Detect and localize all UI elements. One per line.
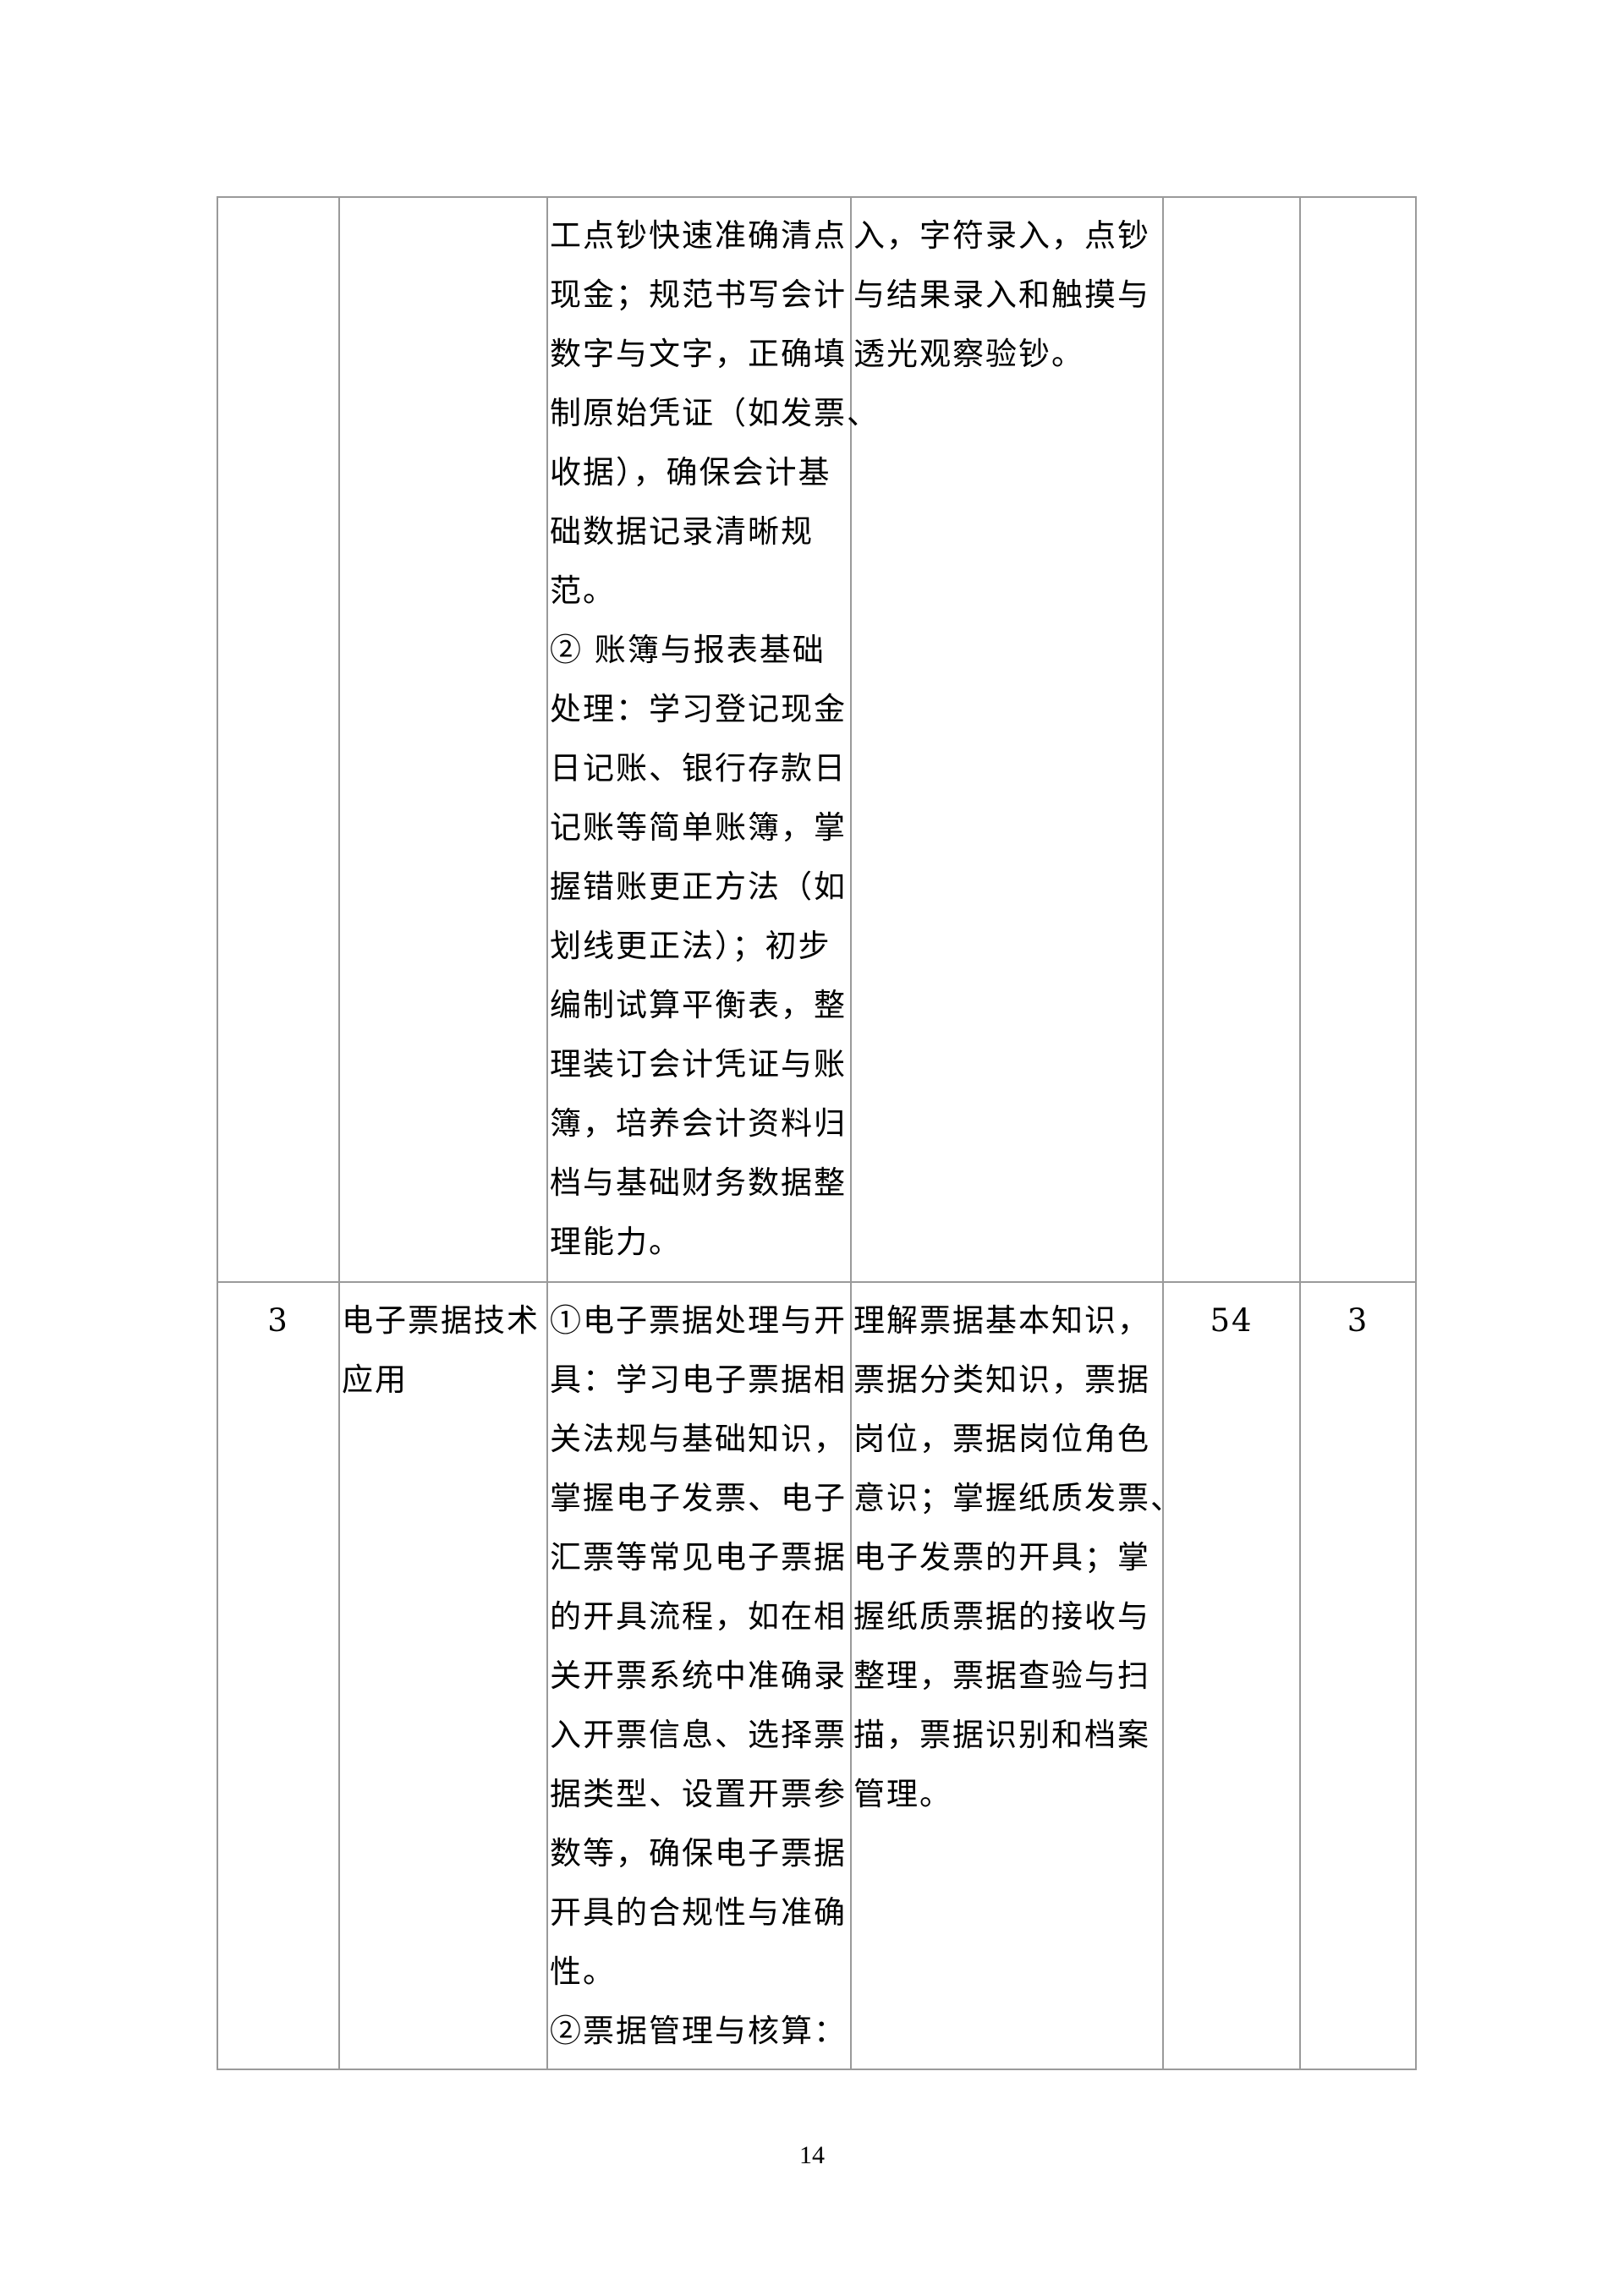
text-line: 档与基础财务数据整: [550, 1164, 847, 1201]
text-line: 日记账、银行存款日: [550, 750, 847, 786]
text-line: 的开具流程，如在相: [550, 1598, 847, 1635]
text-line: 票据分类知识，票据: [853, 1362, 1150, 1398]
text-line: 岗位，票据岗位角色: [853, 1421, 1150, 1457]
table-cell-course: 电子票据技术 应用: [342, 1291, 540, 1410]
col-border: [338, 196, 340, 2070]
text-line: 据类型、设置开票参: [550, 1776, 847, 1812]
text-line: 划线更正法）；初步: [550, 928, 831, 964]
text-line: ②票据管理与核算：: [550, 2013, 847, 2049]
col-border: [546, 196, 548, 2070]
text-line: 础数据记录清晰规: [550, 513, 814, 550]
text-line: ② 账簿与报表基础: [550, 632, 826, 668]
text-line: 工点钞快速准确清点: [550, 217, 847, 254]
text-line: 关法规与基础知识，: [550, 1421, 847, 1457]
col-border: [850, 196, 852, 2070]
text-line: 描，票据识别和档案: [853, 1717, 1150, 1753]
text-line: 数字与文字，正确填: [550, 336, 847, 372]
text-line: 理装订会计凭证与账: [550, 1046, 847, 1082]
text-line: 收据），确保会计基: [550, 454, 831, 490]
text-line: 现金；规范书写会计: [550, 277, 847, 313]
text-line: 入，字符录入，点钞: [853, 217, 1150, 254]
row-divider: [217, 1281, 1417, 1283]
text-line: 汇票等常见电子票据: [550, 1539, 847, 1575]
text-line: 意识；掌握纸质发票、: [853, 1480, 1183, 1516]
table-cell-requirements: 理解票据基本知识， 票据分类知识，票据 岗位，票据岗位角色 意识；掌握纸质发票、 电子发…: [853, 1291, 1183, 1824]
col-border: [1162, 196, 1164, 2070]
text-line: 整理，票据查验与扫: [853, 1658, 1150, 1694]
text-line: 电子发票的开具；掌: [853, 1539, 1150, 1575]
text-line: 理解票据基本知识，: [853, 1302, 1150, 1339]
table-cell-content: ①电子票据处理与开 具：学习电子票据相 关法规与基础知识， 掌握电子发票、电子 汇票等常…: [550, 1291, 847, 2061]
text-line: 关开票系统中准确录: [550, 1658, 847, 1694]
table-cell-credits: 3: [1347, 1302, 1369, 1339]
text-line: 制原始凭证（如发票、: [550, 395, 880, 431]
text-line: 透光观察验钞。: [853, 336, 1084, 372]
text-line: 范。: [550, 573, 616, 609]
text-line: 处理：学习登记现金: [550, 691, 847, 727]
text-line: 记账等简单账簿，掌: [550, 809, 847, 846]
text-line: 握错账更正方法（如: [550, 869, 847, 905]
text-line: 性。: [550, 1954, 616, 1990]
text-line: 握纸质票据的接收与: [853, 1598, 1150, 1635]
text-line: 簿，培养会计资料归: [550, 1105, 847, 1142]
text-line: 开具的合规性与准确: [550, 1894, 847, 1931]
text-line: 理能力。: [550, 1224, 682, 1260]
text-line: 入开票信息、选择票: [550, 1717, 847, 1753]
col-border: [217, 196, 218, 2070]
text-line: 数等，确保电子票据: [550, 1835, 847, 1871]
text-line: 与结果录入和触摸与: [853, 277, 1150, 313]
text-line: ①电子票据处理与开: [550, 1302, 847, 1339]
table-cell-hours: 54: [1210, 1302, 1254, 1339]
table-cell-requirements: 入，字符录入，点钞 与结果录入和触摸与 透光观察验钞。: [853, 206, 1150, 384]
table-bottom-border: [217, 2069, 1417, 2070]
table-cell-index: 3: [267, 1302, 289, 1339]
text-line: 管理。: [853, 1776, 952, 1812]
page-number: 14: [799, 2141, 825, 2169]
text-line: 编制试算平衡表，整: [550, 987, 847, 1023]
text-line: 应用: [342, 1362, 408, 1398]
col-border: [1299, 196, 1301, 2070]
text-line: 电子票据技术: [342, 1302, 540, 1339]
table-top-border: [217, 196, 1417, 198]
table-cell-content: 工点钞快速准确清点 现金；规范书写会计 数字与文字，正确填 制原始凭证（如发票、 收据）…: [550, 206, 880, 1272]
text-line: 掌握电子发票、电子: [550, 1480, 847, 1516]
col-border: [1415, 196, 1417, 2070]
text-line: 具：学习电子票据相: [550, 1362, 847, 1398]
